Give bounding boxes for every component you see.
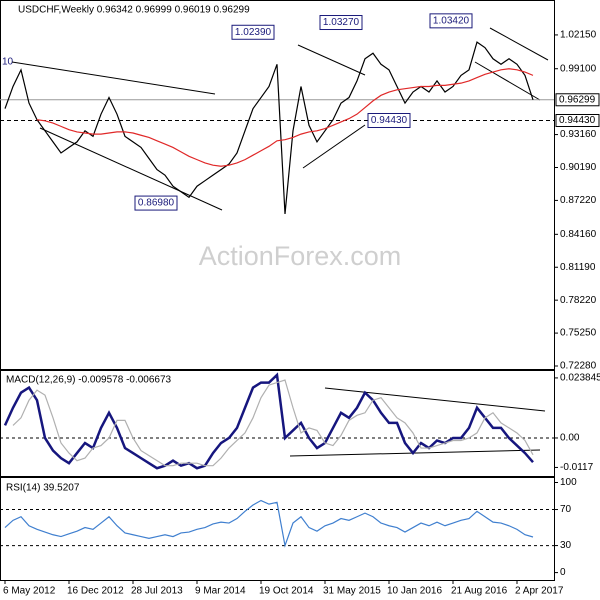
series-line xyxy=(12,379,534,467)
y-tick-label: 0 xyxy=(560,567,566,578)
x-tick-label: 16 Dec 2012 xyxy=(67,586,124,597)
price-marker xyxy=(555,113,600,127)
y-tick-label: 0.75250 xyxy=(560,328,597,339)
y-tick-label: 1.02150 xyxy=(560,30,597,41)
trend-line xyxy=(11,61,216,95)
corner-label: 10 xyxy=(2,57,14,68)
annotation-box xyxy=(429,13,473,29)
y-tick-label: -0.0117 xyxy=(560,462,594,473)
panel-title: MACD(12,26,9) -0.009578 -0.006673 xyxy=(6,375,172,386)
annotation-label: 1.03420 xyxy=(433,15,470,26)
y-tick-label: 70 xyxy=(560,504,572,515)
annotation-box xyxy=(134,195,178,211)
annotation-label: 1.03270 xyxy=(323,17,360,28)
y-tick-label: 0.99100 xyxy=(560,63,597,74)
y-tick-label: 0.78220 xyxy=(560,295,597,306)
y-tick-label: 0.87220 xyxy=(560,195,597,206)
annotation-label: 0.94430 xyxy=(371,115,408,126)
trend-line xyxy=(297,44,366,76)
annotation-box xyxy=(367,112,411,128)
x-tick-label: 19 Oct 2014 xyxy=(259,586,314,597)
y-tick-label: 0.023845 xyxy=(560,373,600,384)
y-tick-label: 0.72280 xyxy=(560,361,597,372)
trend-line xyxy=(474,61,541,101)
annotation-label: 1.02390 xyxy=(235,27,272,38)
trend-line xyxy=(302,124,366,169)
panel-frame xyxy=(0,477,555,581)
x-tick-label: 10 Jan 2016 xyxy=(387,586,442,597)
trend-line xyxy=(489,27,549,61)
y-tick-label: 0.90190 xyxy=(560,162,597,173)
panel-frame xyxy=(0,0,555,370)
x-tick-label: 2 Apr 2017 xyxy=(515,586,564,597)
x-tick-label: 6 May 2012 xyxy=(3,586,56,597)
x-tick-label: 31 May 2015 xyxy=(323,586,381,597)
y-tick-label: 0.00 xyxy=(560,433,580,444)
panel-title: USDCHF,Weekly 0.96342 0.96999 0.96019 0.… xyxy=(18,5,250,16)
y-tick-label: 0.93160 xyxy=(560,129,597,140)
series-line xyxy=(36,68,534,167)
y-tick-label: 30 xyxy=(560,540,572,551)
trend-lines xyxy=(11,27,549,457)
y-tick-label: 0.81190 xyxy=(560,262,596,273)
trend-line xyxy=(324,387,546,412)
price-marker-label: 0.96299 xyxy=(559,94,596,105)
annotation-box xyxy=(231,24,275,40)
trend-line xyxy=(289,449,541,457)
trend-line xyxy=(39,127,223,211)
panel-frame xyxy=(0,370,555,477)
price-marker-label: 0.94430 xyxy=(559,115,596,126)
annotation-box xyxy=(319,15,363,31)
y-tick-label: 0.84160 xyxy=(560,229,597,240)
series-line xyxy=(4,41,534,214)
y-tick-label: 100 xyxy=(560,477,577,488)
panel-title: RSI(14) 39.5207 xyxy=(6,483,80,494)
watermark: ActionForex.com xyxy=(199,241,402,271)
series-line xyxy=(4,499,534,548)
x-tick-label: 28 Jul 2013 xyxy=(131,586,183,597)
x-tick-label: 21 Aug 2016 xyxy=(451,586,508,597)
x-tick-label: 9 Mar 2014 xyxy=(195,586,246,597)
annotation-label: 0.86980 xyxy=(138,198,175,209)
price-marker xyxy=(555,93,600,107)
